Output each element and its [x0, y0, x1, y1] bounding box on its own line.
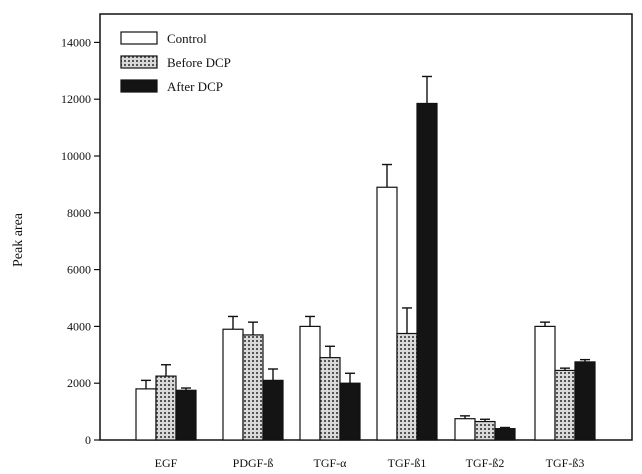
bar-black: [574, 361, 596, 441]
bar-white: [376, 186, 398, 441]
y-tick-label: 10000: [61, 149, 91, 163]
bar-black: [175, 389, 197, 441]
bar-white: [454, 418, 476, 441]
legend: Control Before DCP After DCP: [120, 31, 231, 94]
bar-hatched: [155, 375, 177, 441]
bar-white: [299, 325, 321, 441]
y-tick-label: 6000: [67, 263, 91, 277]
bar-hatched: [474, 420, 496, 441]
y-axis-title: Peak area: [11, 212, 26, 267]
bar-black: [262, 379, 284, 441]
bar-black: [416, 102, 438, 441]
x-axis-labels: EGF PDGF-ß TGF-α TGF-ß1 TGF-ß2 TGF-ß3: [155, 456, 585, 470]
bar-white: [534, 325, 556, 441]
bar-group: [299, 315, 361, 441]
bar-hatched: [242, 334, 264, 441]
y-tick-label: 0: [85, 433, 91, 447]
legend-label: Control: [167, 31, 207, 46]
y-tick-label: 4000: [67, 319, 91, 333]
legend-label: After DCP: [167, 79, 223, 94]
bar-group: [454, 415, 516, 441]
bar-black: [339, 382, 361, 441]
y-tick-label: 8000: [67, 206, 91, 220]
x-tick-label: TGF-α: [314, 456, 348, 470]
legend-label: Before DCP: [167, 55, 231, 70]
plot-frame: [99, 13, 633, 441]
y-axis-ticks: 0 2000 4000 6000 8000 10000 12000 14000: [61, 35, 100, 447]
legend-swatch: [120, 55, 158, 69]
y-tick-label: 14000: [61, 35, 91, 49]
x-tick-label: TGF-ß1: [388, 456, 427, 470]
legend-swatch: [120, 79, 158, 93]
bar-hatched: [554, 369, 576, 441]
x-tick-label: EGF: [155, 456, 178, 470]
bar-group: [135, 364, 197, 441]
bar-group: [376, 75, 438, 441]
x-tick-label: TGF-ß2: [466, 456, 505, 470]
bar-group: [534, 321, 596, 441]
x-tick-label: TGF-ß3: [546, 456, 585, 470]
y-tick-label: 12000: [61, 92, 91, 106]
bar-white: [135, 388, 157, 441]
y-tick-label: 2000: [67, 376, 91, 390]
bar-black: [494, 428, 516, 441]
bar-hatched: [319, 357, 341, 441]
bar-hatched: [396, 332, 418, 441]
bar-white: [222, 328, 244, 441]
bar-group: [222, 315, 284, 441]
plot-area: [99, 13, 633, 441]
bars: [135, 75, 596, 441]
legend-swatch: [120, 31, 158, 45]
x-tick-label: PDGF-ß: [233, 456, 274, 470]
